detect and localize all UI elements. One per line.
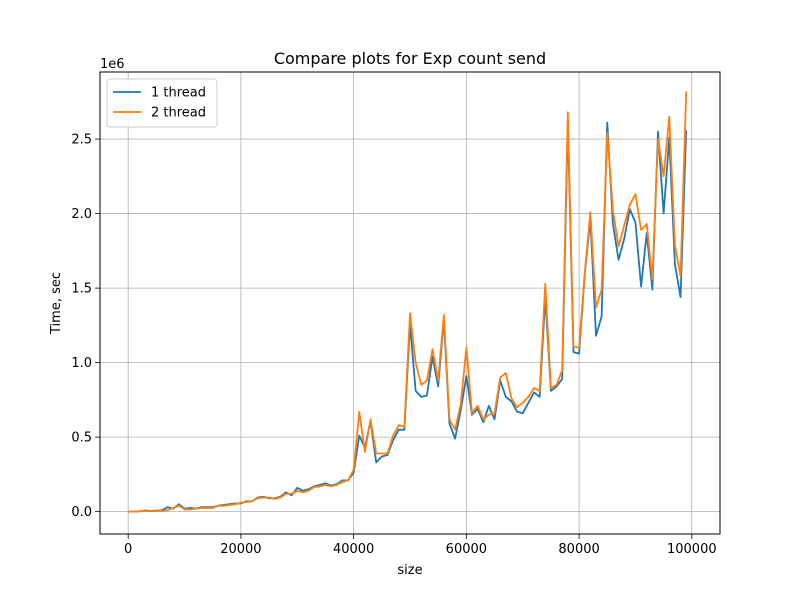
y-tick-label: 2.5 xyxy=(71,133,92,148)
y-tick-label: 0.0 xyxy=(71,505,92,520)
legend: 1 thread 2 thread xyxy=(106,78,218,128)
x-tick-label: 20000 xyxy=(220,542,261,557)
x-tick-label: 60000 xyxy=(446,542,487,557)
legend-label-1: 1 thread xyxy=(151,86,206,101)
y-tick-label: 1.0 xyxy=(71,356,92,371)
x-tick-label: 40000 xyxy=(333,542,374,557)
x-tick-label: 80000 xyxy=(558,542,599,557)
y-tick-label: 0.5 xyxy=(71,431,92,446)
grid-layer xyxy=(100,72,720,534)
series-layer xyxy=(128,91,688,513)
legend-label-2: 2 thread xyxy=(151,106,206,121)
y-axis-scale-label: 1e6 xyxy=(100,57,125,72)
plot-frame xyxy=(99,71,721,535)
chart-title: Compare plots for Exp count send xyxy=(274,49,546,68)
tick-layer: 0 20000 40000 60000 80000 100000 0.0 0.5 1.0 1.5 2… xyxy=(71,133,716,557)
y-axis-label: Time, sec xyxy=(49,272,64,335)
series-line-2 xyxy=(128,91,688,513)
x-tick-label: 0 xyxy=(124,542,132,557)
x-axis-label: size xyxy=(397,563,422,578)
y-tick-label: 2.0 xyxy=(71,207,92,222)
legend-box xyxy=(106,78,218,128)
x-tick-label: 100000 xyxy=(667,542,717,557)
y-tick-label: 1.5 xyxy=(71,282,92,297)
